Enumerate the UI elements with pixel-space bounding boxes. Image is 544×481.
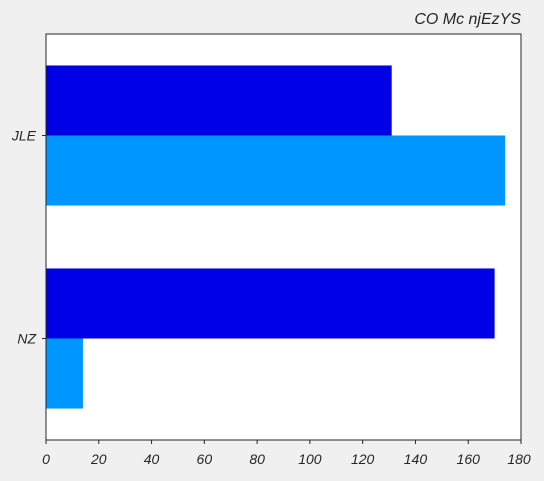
- bar-jle-series-1: [46, 65, 392, 136]
- y-tick-label: NZ: [17, 331, 36, 347]
- x-axis: 0 20 40 60 80 100 120 140 160 180: [42, 440, 531, 467]
- bar-nz-series-1: [46, 268, 495, 339]
- plot-frame: [45, 33, 522, 441]
- chart-title: CO Mc njEzYS: [414, 11, 521, 28]
- x-tick-label: 100: [298, 451, 322, 467]
- x-tick-label: 180: [507, 451, 531, 467]
- y-tick-label: JLE: [11, 128, 37, 144]
- bar-nz-series-2: [46, 338, 83, 409]
- x-tick-label: 80: [249, 451, 265, 467]
- x-tick-label: 60: [197, 451, 213, 467]
- y-axis: JLE NZ: [11, 128, 46, 347]
- x-tick-label: 160: [457, 451, 481, 467]
- x-tick-label: 40: [144, 451, 160, 467]
- bar-jle-series-2: [46, 135, 506, 206]
- x-tick-label: 0: [42, 451, 50, 467]
- x-tick-label: 120: [351, 451, 375, 467]
- x-tick-label: 20: [90, 451, 107, 467]
- x-tick-label: 140: [404, 451, 428, 467]
- bars-layer: [46, 65, 506, 409]
